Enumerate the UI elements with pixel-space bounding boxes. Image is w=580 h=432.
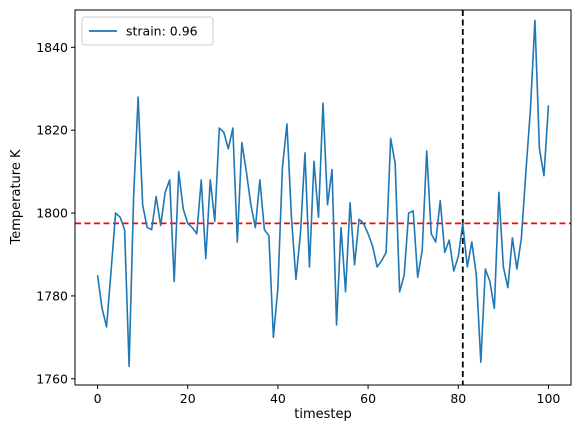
y-tick-label: 1780 (36, 288, 68, 303)
legend: strain: 0.96 (81, 16, 214, 46)
legend-entry: strain: 0.96 (126, 24, 198, 39)
plot-frame (74, 9, 572, 386)
legend-box (81, 16, 214, 46)
y-axis: 1760 1780 1800 1820 1840 (36, 40, 75, 386)
x-tick-label: 20 (180, 391, 196, 406)
y-axis-label: Temperature K (9, 149, 24, 245)
plot-background (75, 10, 571, 385)
x-tick-label: 100 (537, 391, 561, 406)
x-tick-label: 80 (450, 391, 466, 406)
series-line (96, 19, 550, 368)
y-tick-label: 1840 (36, 40, 68, 55)
reference-lines (75, 10, 571, 385)
y-tick-label: 1800 (36, 206, 68, 221)
x-tick-label: 60 (360, 391, 376, 406)
plot-border (74, 9, 572, 386)
x-tick-label: 40 (270, 391, 286, 406)
y-tick-label: 1760 (36, 371, 68, 386)
y-tick-label: 1820 (36, 123, 68, 138)
series-layer (96, 19, 550, 368)
x-tick-label: 0 (94, 391, 102, 406)
plot-area (75, 10, 571, 385)
x-axis: 0 20 40 60 80 100 (94, 385, 561, 406)
x-axis-label: timestep (294, 407, 352, 422)
